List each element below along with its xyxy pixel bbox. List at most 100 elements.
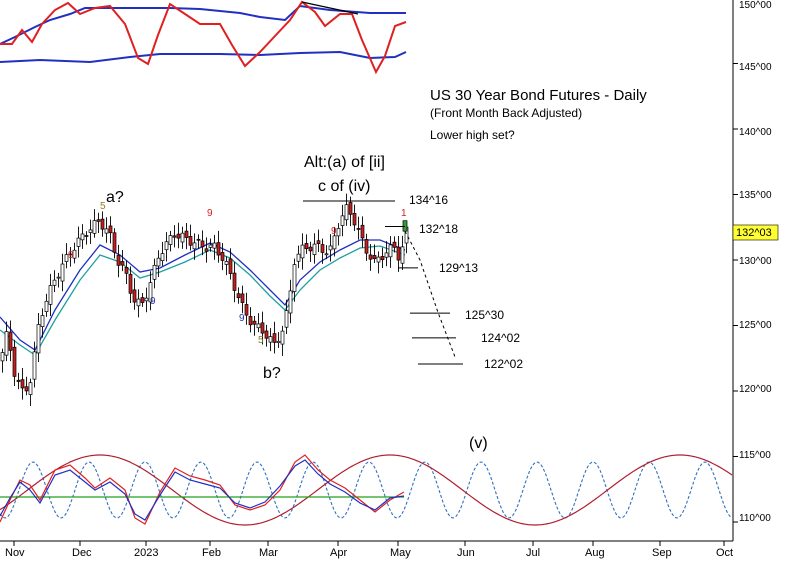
candle-body (196, 238, 201, 241)
candle-body (96, 219, 101, 222)
x-tick-label: Jun (457, 547, 475, 559)
current-price-box (732, 224, 779, 241)
count-label: 1 (401, 208, 407, 219)
candle-body (300, 244, 305, 259)
candle-body (20, 379, 25, 389)
candle-body (108, 225, 113, 234)
candle-body (160, 253, 165, 262)
count-label: 9 (68, 250, 74, 261)
y-tick-label: 130^00 (739, 256, 772, 267)
candle-body (152, 264, 157, 280)
cycle-oscillator-blue (0, 459, 405, 521)
candle-body (84, 235, 89, 237)
level-label: 125^30 (465, 308, 504, 322)
candle-body (180, 232, 185, 243)
candle-body (328, 245, 333, 251)
candle-body (244, 304, 249, 316)
candle-body (364, 239, 369, 254)
candle-body (124, 267, 129, 274)
candle-body (116, 254, 121, 266)
cycle-oscillator-red (0, 454, 405, 525)
candle-body (384, 252, 389, 258)
candle-body (68, 253, 73, 256)
moving-average-slow (0, 245, 406, 356)
wave-label-v: (v) (469, 435, 488, 452)
x-tick-label: Apr (330, 547, 347, 559)
moving-average-fast (0, 239, 406, 351)
wave-label-alt: Alt:(a) of [ii] (304, 154, 385, 171)
count-label: 9 (239, 313, 245, 324)
candle-body (184, 230, 189, 238)
candle-body (104, 228, 109, 234)
candle-body (72, 249, 77, 259)
candle-body (292, 264, 297, 292)
candle-body (52, 279, 57, 286)
candle-body (200, 240, 205, 248)
x-tick-label: Mar (259, 547, 278, 559)
count-label: 5 (258, 335, 264, 346)
candle-body (0, 352, 5, 362)
x-tick-label: Aug (585, 547, 605, 559)
candle-body (396, 246, 401, 261)
x-tick-label: Dec (72, 547, 92, 559)
candle-body (304, 243, 309, 250)
candle-body (128, 273, 133, 294)
y-tick-label: 135^00 (739, 190, 772, 201)
x-tick-label: 2023 (134, 547, 158, 559)
count-label: 5 (100, 201, 106, 212)
candle-body (16, 379, 21, 382)
candle-body (148, 282, 153, 303)
candle-body (92, 220, 97, 234)
candle-body (144, 297, 149, 302)
y-tick-label: 140^00 (739, 127, 772, 138)
candle-body (388, 244, 393, 258)
candle-body (280, 330, 285, 345)
x-tick-label: Feb (202, 547, 221, 559)
x-tick-label: May (390, 547, 411, 559)
candle-body (256, 323, 261, 329)
y-tick-label: 150^00 (739, 0, 772, 11)
wave-label-c: c of (iv) (318, 178, 370, 195)
candle-body (32, 351, 37, 380)
candle-body (348, 202, 353, 215)
candle-body (376, 256, 381, 263)
current-price-label: 132^03 (736, 227, 772, 239)
count-label: 9 (331, 226, 337, 237)
cycle-red-wave (0, 454, 733, 526)
candle-body (188, 236, 193, 246)
candle-body (100, 218, 105, 230)
candle-body (56, 276, 61, 279)
candle-body (164, 241, 169, 251)
candle-body (248, 316, 253, 326)
oscillator-line (0, 0, 407, 75)
candle-body (208, 244, 213, 248)
candle-body (368, 254, 373, 260)
candle-body (76, 237, 81, 247)
wave-label-a: a? (106, 189, 124, 206)
candle-body (340, 215, 345, 226)
level-label: 122^02 (484, 357, 523, 371)
level-label: 129^13 (439, 261, 478, 275)
candle-body (48, 285, 53, 305)
candle-body (344, 204, 349, 221)
candle-body (392, 241, 397, 248)
lower-band-line (0, 50, 407, 64)
candle-body (316, 240, 321, 244)
candle-body (136, 298, 141, 307)
x-tick-label: Jul (526, 547, 540, 559)
candle-body (220, 252, 225, 261)
candle-body (216, 242, 221, 256)
candle-body (240, 293, 245, 303)
x-tick-label: Sep (652, 547, 672, 559)
candle-body (236, 293, 241, 299)
count-label: 9 (207, 208, 213, 219)
projection-dashed-line (404, 230, 456, 358)
candle-body (4, 331, 9, 356)
count-label: 9 (150, 296, 156, 307)
candle-body (284, 310, 289, 328)
candle-body (112, 232, 117, 253)
candle-body (360, 224, 365, 239)
candle-body (312, 243, 317, 255)
candle-body (140, 297, 145, 303)
cycle-dotted-wave (0, 461, 733, 519)
